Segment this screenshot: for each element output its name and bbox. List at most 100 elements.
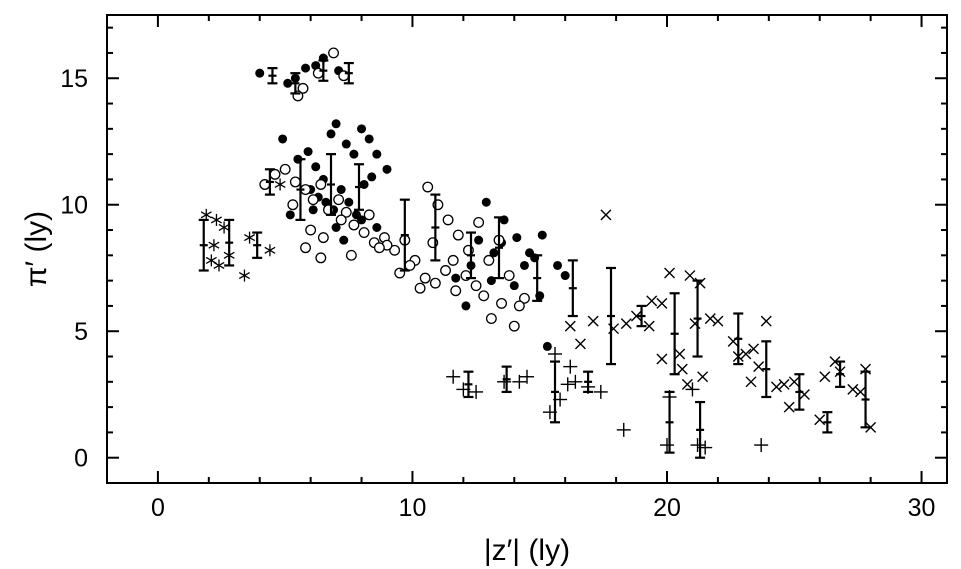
data-point-open [478, 290, 490, 302]
cross-b [788, 376, 800, 388]
data-point-cross [564, 320, 576, 332]
data-point-cross [814, 414, 826, 426]
error-bar [290, 72, 301, 95]
data-point-plus [469, 384, 484, 399]
asterisk-arm [210, 216, 222, 224]
data-point-cross [656, 297, 668, 309]
x-tick-labels: 0 10 20 30 [151, 494, 935, 522]
data-point-filled [341, 139, 351, 149]
asterisk-arm [200, 211, 212, 219]
data-point-open [363, 209, 375, 221]
data-point-open [404, 259, 416, 271]
data-point-open [358, 227, 370, 239]
error-bar [354, 163, 364, 211]
data-point-filled [278, 134, 288, 144]
error-bar [343, 61, 354, 85]
data-point-filled [481, 197, 491, 207]
data-point-plus [660, 438, 674, 453]
data-point-plus [563, 359, 578, 374]
error-bar [399, 198, 410, 272]
data-point-filled [301, 63, 311, 73]
error-bar [550, 360, 560, 424]
y-tick-label: 0 [74, 445, 88, 473]
y-tick-label: 15 [60, 65, 88, 93]
data-point-open [519, 292, 530, 304]
data-point-filled [560, 271, 570, 281]
data-point-asterisk [210, 213, 222, 226]
data-point-asterisk [238, 269, 250, 282]
cross-b [564, 320, 576, 332]
x-tick-label: 20 [653, 494, 681, 522]
data-point-cross [740, 348, 752, 360]
data-point-open [496, 297, 507, 309]
data-point-filled [364, 134, 374, 144]
data-point-filled [283, 78, 293, 88]
data-point-open [340, 206, 352, 218]
data-point-cross [783, 401, 795, 413]
data-point-filled [357, 215, 367, 225]
cross-b [798, 388, 810, 400]
error-bar [606, 266, 616, 366]
error-bar [224, 218, 235, 267]
error-bar [430, 193, 441, 262]
error-bar [267, 67, 278, 85]
error-bar [501, 365, 512, 394]
data-point-open [289, 176, 301, 188]
data-point-open [470, 280, 482, 292]
data-point-filled [344, 197, 354, 207]
asterisk-arm [274, 180, 286, 189]
data-point-filled [255, 68, 265, 78]
cross-b [760, 315, 772, 327]
data-point-open [348, 219, 360, 231]
data-point-cross [819, 371, 831, 383]
data-point-plus [560, 377, 575, 392]
data-point-cross [770, 381, 782, 393]
error-bar [664, 390, 675, 454]
data-point-cross [676, 363, 688, 375]
data-point-filled [461, 301, 471, 311]
data-point-filled [474, 235, 484, 245]
data-point-filled [372, 149, 382, 159]
data-point-filled [303, 147, 313, 157]
error-bar [583, 370, 594, 394]
data-point-filled [509, 281, 519, 291]
data-point-filled [382, 164, 392, 174]
cross-b [600, 209, 612, 221]
data-point-cross [865, 421, 877, 433]
data-point-open [414, 282, 426, 294]
asterisk-arm [244, 234, 256, 242]
data-point-filled [326, 129, 336, 139]
y-tick-label: 5 [74, 318, 88, 346]
data-point-open [440, 265, 451, 276]
error-bar [494, 216, 504, 280]
data-point-asterisk [274, 178, 286, 191]
data-point-open [483, 254, 495, 266]
data-point-open [442, 214, 454, 226]
error-bar [860, 370, 871, 429]
cross-b [684, 270, 696, 282]
error-bar [264, 168, 275, 196]
cross-b [664, 267, 676, 279]
data-point-open [419, 272, 431, 284]
data-point-cross [630, 310, 642, 322]
cross-b [630, 310, 642, 322]
data-point-cross [587, 315, 599, 327]
asterisk-arm [218, 223, 230, 232]
data-point-open [429, 277, 441, 289]
asterisk-arm [264, 246, 276, 254]
data-point-plus [548, 346, 562, 361]
y-axis-title: π′ (ly) [20, 211, 53, 287]
error-bar [794, 373, 805, 411]
cross-b [783, 401, 795, 413]
data-point-open [345, 249, 357, 261]
data-point-filled [367, 172, 377, 182]
error-bar [326, 153, 336, 216]
data-point-cross [684, 270, 696, 282]
data-point-open [389, 244, 401, 256]
data-point-asterisk [244, 231, 256, 244]
data-point-asterisk [208, 239, 220, 252]
error-bar [463, 370, 474, 399]
error-bar [733, 312, 744, 366]
data-point-plus [754, 438, 769, 453]
cross-b [574, 338, 586, 350]
